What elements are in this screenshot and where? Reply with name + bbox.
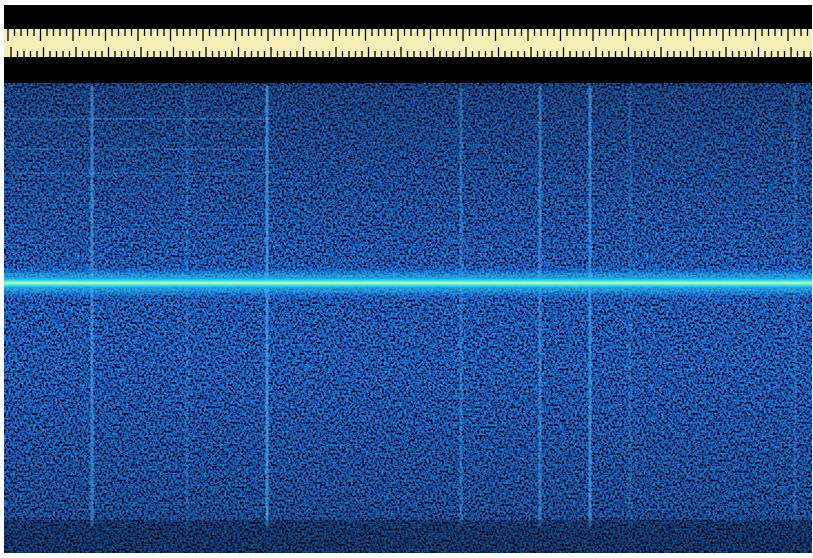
trace xyxy=(186,86,189,526)
waterfall-display xyxy=(0,0,813,558)
trace xyxy=(10,148,270,150)
trace xyxy=(266,86,269,526)
bottom-shade xyxy=(4,520,812,553)
trace xyxy=(629,86,632,526)
trace xyxy=(10,172,270,174)
trace xyxy=(10,118,270,120)
carrier-line xyxy=(4,276,812,290)
trace xyxy=(91,86,94,526)
spectrogram-shade xyxy=(4,83,812,553)
page: {} (() => { const data = JSON.parse(d xyxy=(0,0,813,558)
trace xyxy=(794,86,797,526)
trace xyxy=(539,86,542,526)
trace xyxy=(460,86,463,526)
trace xyxy=(589,86,592,526)
